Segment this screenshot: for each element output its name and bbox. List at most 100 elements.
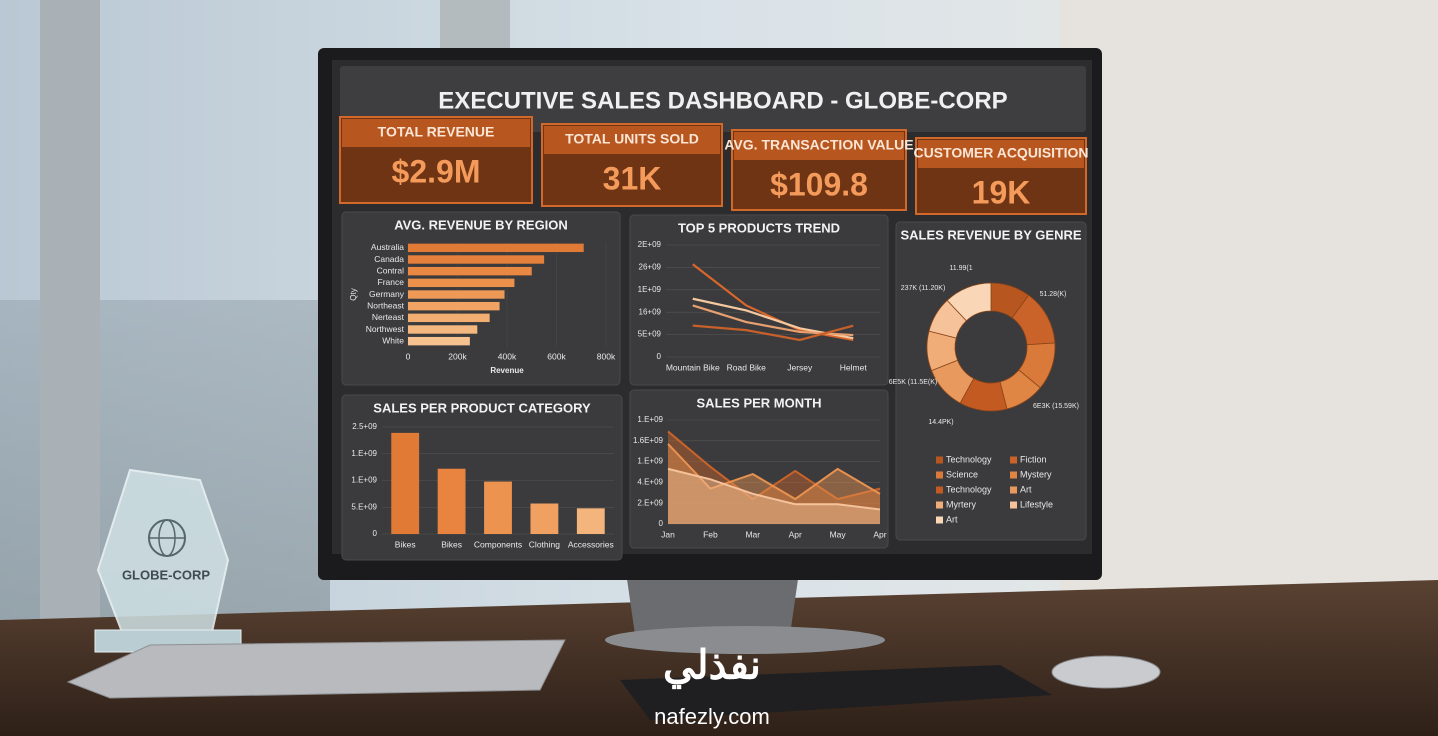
watermark-url: nafezly.com [654, 704, 770, 729]
slice-label: 237K (11.20K) [901, 285, 946, 292]
bar [408, 301, 500, 311]
line-series [692, 263, 854, 342]
x-tick-label: Accessories [568, 539, 614, 549]
y-tick-label: 5.E+09 [351, 502, 377, 511]
legend-label: Technology [946, 484, 992, 494]
legend-label: Art [946, 514, 958, 524]
x-tick-label: Apr [873, 529, 886, 539]
legend-label: Science [946, 469, 978, 479]
category-label: Northeast [367, 300, 404, 310]
x-tick-label: Components [474, 539, 522, 549]
legend-label: Myrtery [946, 499, 976, 509]
y-tick-label: 1.E+09 [351, 449, 377, 458]
y-tick-label: 26+09 [639, 263, 662, 272]
legend-swatch [936, 501, 943, 509]
area-series [667, 467, 881, 511]
legend-label: Fiction [1020, 454, 1047, 464]
y-tick-label: 0 [659, 519, 664, 528]
legend-swatch [936, 516, 943, 524]
bar [437, 468, 466, 534]
wall [1060, 0, 1438, 600]
bar [408, 290, 505, 299]
y-axis-label: Qty [349, 288, 358, 300]
legend-label: Technology [946, 454, 992, 464]
x-tick-label: Bikes [441, 539, 462, 549]
bar [576, 508, 605, 534]
y-tick-label: 1.6E+09 [633, 436, 664, 445]
legend-label: Lifestyle [1020, 499, 1053, 509]
bar [408, 278, 515, 288]
legend-label: Mystery [1020, 469, 1052, 479]
legend-swatch [1010, 456, 1017, 464]
keyboard [620, 665, 1052, 720]
category-label: France [378, 277, 405, 287]
x-axis-label: Revenue [490, 366, 524, 375]
category-label: Nerteast [372, 312, 405, 322]
legend-swatch [936, 486, 943, 494]
legend-swatch [1010, 471, 1017, 479]
y-tick-label: 2.5+09 [352, 422, 377, 431]
x-tick-label: 600k [547, 351, 566, 361]
slice-label: 51.28(K) [1040, 291, 1067, 298]
area-fill [668, 468, 880, 524]
x-tick-label: May [830, 529, 847, 539]
chart-panel [341, 394, 623, 561]
desk [0, 580, 1438, 736]
y-tick-label: 16+09 [639, 307, 662, 316]
slice-label: 11.99(1 [949, 265, 972, 272]
slice-label: 6E5K (11.5E(K) [889, 379, 938, 386]
bar [408, 255, 545, 264]
bar [408, 336, 470, 346]
kpi-header [342, 119, 530, 147]
x-tick-label: Helmet [840, 362, 868, 372]
kpi-header [734, 132, 904, 160]
category-label: Australia [371, 242, 404, 252]
chart-title: TOP 5 PRODUCTS TREND [678, 220, 840, 235]
area-series [667, 430, 881, 501]
monitor-stand [625, 565, 800, 635]
kpi-header [544, 126, 720, 154]
x-tick-label: 400k [498, 351, 517, 361]
area-series [667, 443, 881, 501]
kpi-value: $2.9M [392, 153, 481, 189]
dashboard-title: EXECUTIVE SALES DASHBOARD - GLOBE-CORP [438, 87, 1007, 114]
kpi-value: 19K [972, 174, 1031, 210]
chart-panel [629, 389, 889, 549]
chart-panel [629, 214, 889, 386]
y-tick-label: 4.E+09 [637, 478, 663, 487]
category-label: White [382, 335, 404, 345]
slice-label: 6E3K (15.59K) [1033, 403, 1079, 410]
kpi-label: AVG. TRANSACTION VALUE [724, 137, 913, 153]
kpi-label: CUSTOMER ACQUISITION [913, 145, 1088, 161]
line-series [692, 324, 854, 342]
x-tick-label: Clothing [529, 539, 560, 549]
bar [530, 503, 559, 534]
x-tick-label: Road Bike [727, 362, 766, 372]
x-tick-label: Mar [745, 529, 760, 539]
kpi-header [918, 140, 1084, 168]
y-tick-label: 2E+09 [638, 240, 662, 249]
bar [408, 243, 584, 253]
bar [408, 313, 490, 323]
legend-swatch [936, 456, 943, 464]
watermark-arabic: نفذلي [663, 644, 761, 690]
x-tick-label: Jersey [787, 362, 813, 372]
x-tick-label: Feb [703, 529, 718, 539]
trophy-label: GLOBE-CORP [122, 567, 210, 582]
legend-swatch [1010, 486, 1017, 494]
y-tick-label: 2.E+09 [637, 498, 663, 507]
category-label: Contral [377, 265, 405, 275]
bar [391, 432, 420, 534]
x-tick-label: 0 [406, 351, 411, 361]
x-tick-label: 800k [597, 351, 616, 361]
laptop [66, 639, 566, 699]
bar [408, 325, 478, 334]
area-fill [668, 431, 880, 524]
legend-label: Art [1020, 484, 1032, 494]
y-tick-label: 1E+09 [638, 285, 662, 294]
chart-panel [895, 221, 1087, 541]
window-frame [40, 0, 100, 620]
y-tick-label: 5E+09 [638, 330, 662, 339]
